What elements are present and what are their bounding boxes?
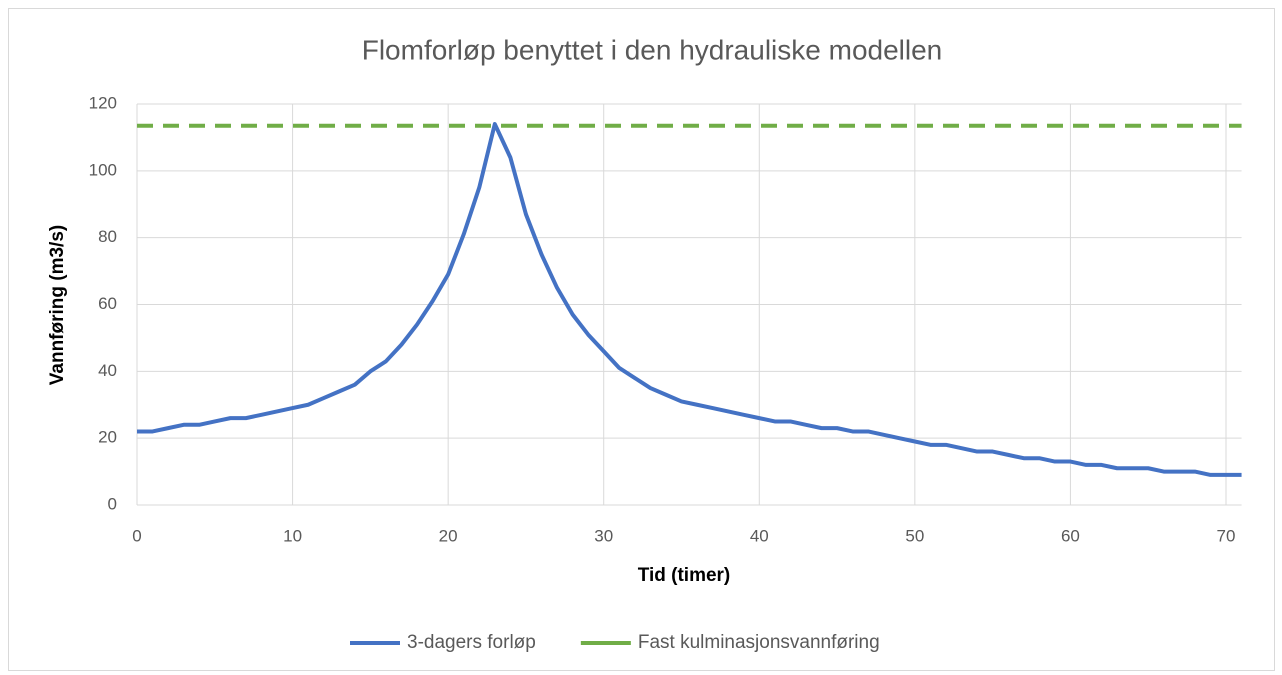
- x-tick-label: 70: [1217, 526, 1236, 545]
- y-axis-label: Vannføring (m3/s): [47, 225, 68, 385]
- y-tick-label: 60: [98, 294, 117, 313]
- legend-label: Fast kulminasjonsvannføring: [638, 632, 880, 653]
- x-tick-label: 0: [132, 526, 141, 545]
- chart-frame: [8, 8, 1275, 671]
- x-tick-label: 10: [283, 526, 302, 545]
- x-tick-label: 20: [439, 526, 458, 545]
- line-series: [137, 122, 1242, 477]
- x-tick-label: 50: [905, 526, 924, 545]
- y-tick-label: 120: [89, 93, 117, 112]
- chart-title: Flomforløp benyttet i den hydrauliske mo…: [362, 34, 943, 65]
- x-axis-label: Tid (timer): [638, 565, 731, 586]
- y-tick-label: 0: [108, 494, 117, 513]
- y-tick-label: 20: [98, 428, 117, 447]
- x-tick-label: 40: [750, 526, 769, 545]
- y-tick-label: 40: [98, 361, 117, 380]
- legend-label: 3-dagers forløp: [407, 632, 536, 653]
- x-tick-label: 30: [594, 526, 613, 545]
- x-tick-label: 60: [1061, 526, 1080, 545]
- y-tick-label: 100: [89, 160, 117, 179]
- y-tick-label: 80: [98, 227, 117, 246]
